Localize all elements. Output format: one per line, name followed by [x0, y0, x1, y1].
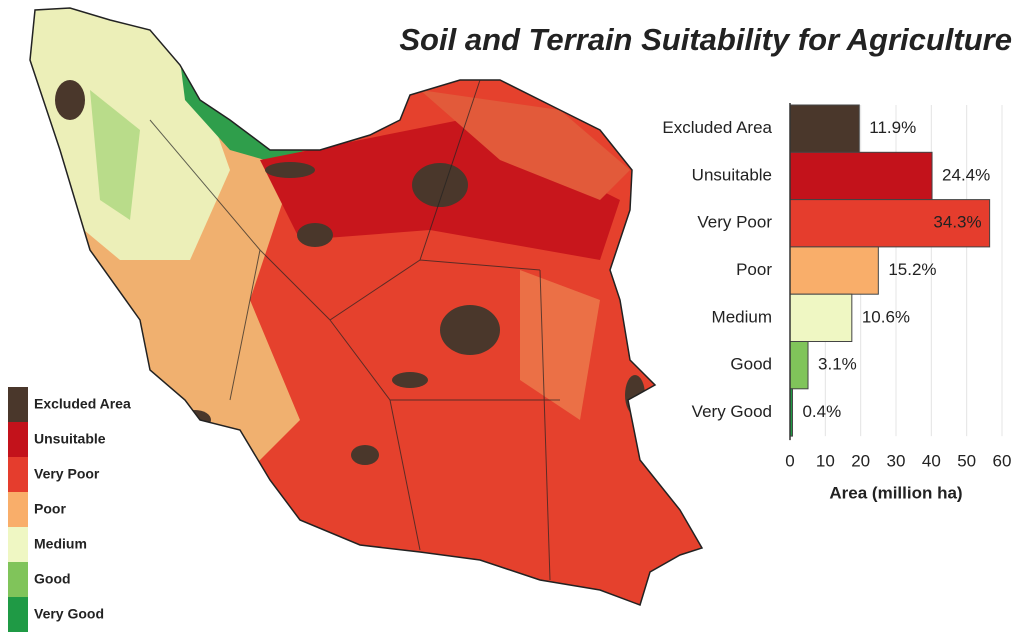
bar-chart: Excluded Area 11.9% Unsuitable 24.4% Very Po… [662, 103, 1011, 502]
bar [789, 293, 853, 343]
legend-box [5, 383, 155, 638]
x-tick-label: 30 [887, 451, 906, 470]
value-label: 15.2% [888, 260, 936, 279]
value-label: 11.9% [869, 118, 916, 137]
category-label: Very Poor [697, 213, 772, 232]
legend-swatch [8, 562, 28, 597]
legend-swatch [8, 597, 28, 632]
legend-swatch [8, 492, 28, 527]
x-tick-label: 20 [851, 451, 870, 470]
legend-label: Very Good [34, 606, 104, 622]
chart-title: Soil and Terrain Suitability for Agricul… [399, 22, 1012, 57]
x-tick-label: 0 [785, 451, 794, 470]
x-tick-label: 60 [993, 451, 1012, 470]
x-tick-label: 10 [816, 451, 835, 470]
value-label: 34.3% [933, 213, 981, 232]
category-label: Very Good [692, 402, 772, 421]
legend-label: Poor [34, 501, 66, 517]
legend-label: Unsuitable [34, 431, 106, 447]
legend-swatch [8, 527, 28, 562]
province-borders [149, 79, 560, 581]
legend-label: Good [34, 571, 71, 587]
category-label: Unsuitable [692, 165, 772, 184]
category-label: Good [730, 355, 772, 374]
bar [789, 341, 809, 390]
x-tick-label: 40 [922, 451, 941, 470]
category-label: Excluded Area [662, 118, 772, 137]
legend-swatch [8, 422, 28, 457]
legend-label: Medium [34, 536, 87, 552]
category-label: Medium [712, 307, 772, 326]
legend-swatch [8, 457, 28, 492]
value-label: 3.1% [818, 355, 857, 374]
bar [789, 104, 860, 153]
value-label: 10.6% [862, 307, 910, 326]
value-label: 0.4% [802, 402, 841, 421]
bar [789, 246, 879, 295]
legend-label: Very Poor [34, 466, 100, 482]
legend-swatch [8, 387, 28, 422]
legend-label: Excluded Area [34, 396, 131, 412]
bar [789, 151, 933, 201]
category-label: Poor [736, 260, 772, 279]
map-border [29, 7, 704, 606]
value-label: 24.4% [942, 165, 990, 184]
x-axis-title: Area (million ha) [829, 483, 962, 502]
map-legend: Excluded Area Unsuitable Very Poor Poor Medi… [8, 387, 131, 632]
bar [789, 199, 991, 248]
x-tick-label: 50 [957, 451, 976, 470]
